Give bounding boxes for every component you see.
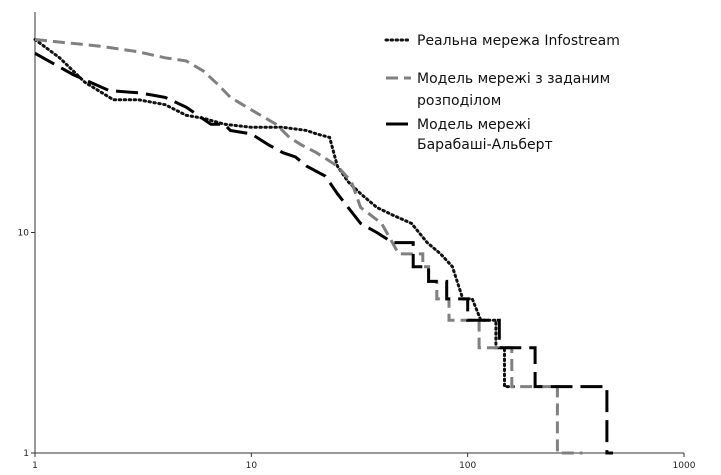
series-line-3 bbox=[34, 51, 614, 455]
x-tick-label: 1 bbox=[32, 461, 38, 471]
x-tick-label: 10 bbox=[246, 461, 258, 471]
y-tick-label: 10 bbox=[18, 229, 30, 239]
x-tick-label: 100 bbox=[459, 461, 476, 471]
legend-label-1: Реальна мережа Infostream bbox=[417, 33, 620, 49]
legend-label-2-line-2: розподілом bbox=[417, 93, 501, 109]
series-layer bbox=[33, 38, 614, 455]
legend-label-3-line-2: Барабаші-Альберт bbox=[417, 137, 553, 153]
x-tick-label: 1000 bbox=[673, 461, 696, 471]
y-tick-label: 1 bbox=[23, 449, 29, 459]
series-line-2 bbox=[34, 38, 583, 455]
legend-label-3-line-1: Модель мережі bbox=[417, 117, 531, 133]
legend-label-2-line-1: Модель мережі з заданим bbox=[417, 71, 610, 87]
legend: Реальна мережа Infostream Модель мережі з… bbox=[384, 33, 620, 153]
axes: 1 10 100 1000 1 10 bbox=[18, 12, 696, 471]
series-line-1 bbox=[33, 38, 517, 389]
